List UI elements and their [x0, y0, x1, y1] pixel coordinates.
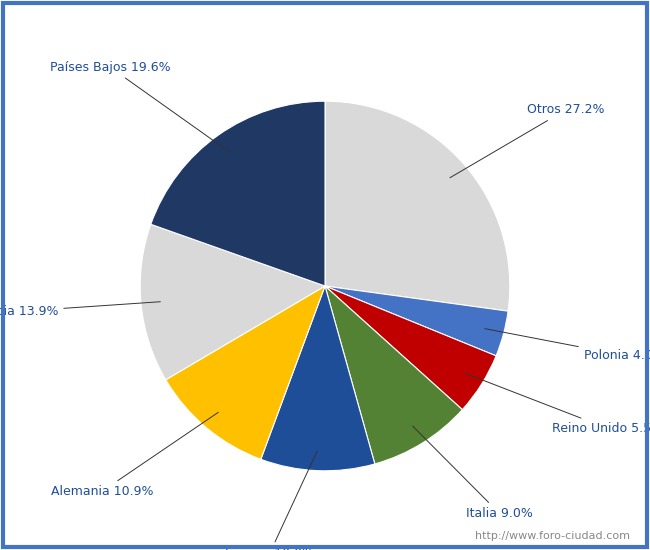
Wedge shape [325, 286, 462, 464]
Wedge shape [166, 286, 325, 459]
Text: Italia 9.0%: Italia 9.0% [413, 426, 533, 520]
Text: Suecia 13.9%: Suecia 13.9% [0, 302, 161, 318]
Text: Alemania 10.9%: Alemania 10.9% [51, 412, 218, 498]
Wedge shape [261, 286, 375, 471]
Text: Polonia 4.0%: Polonia 4.0% [485, 329, 650, 362]
Wedge shape [325, 101, 510, 311]
Wedge shape [140, 224, 325, 380]
Wedge shape [325, 286, 508, 356]
Text: Almansa - Turistas extranjeros según país - Abril de 2024: Almansa - Turistas extranjeros según paí… [76, 17, 574, 35]
Text: Reino Unido 5.5%: Reino Unido 5.5% [465, 373, 650, 435]
Text: http://www.foro-ciudad.com: http://www.foro-ciudad.com [476, 531, 630, 541]
Text: Francia 10.0%: Francia 10.0% [225, 451, 317, 550]
Text: Países Bajos 19.6%: Países Bajos 19.6% [50, 60, 229, 152]
Wedge shape [325, 286, 496, 410]
Wedge shape [151, 101, 325, 286]
Text: Otros 27.2%: Otros 27.2% [450, 103, 604, 178]
